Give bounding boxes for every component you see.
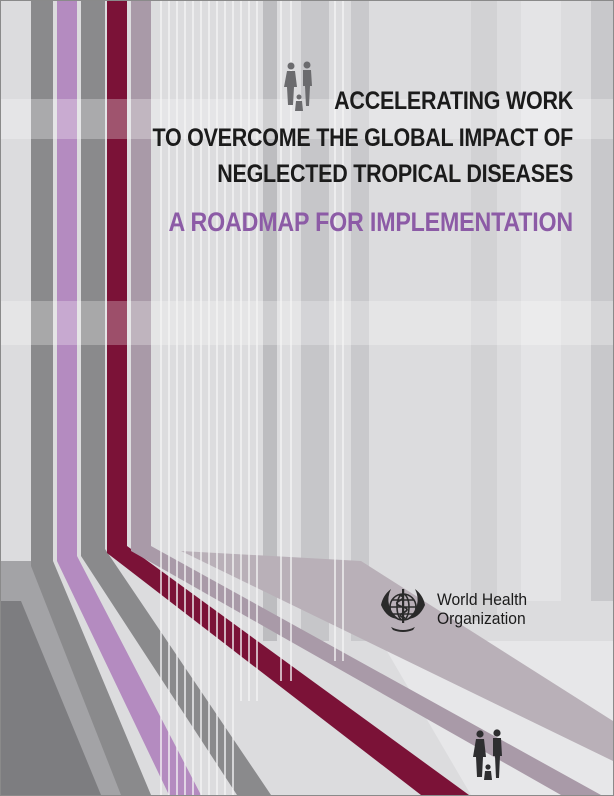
- cover-title-block: ACCELERATING WORK TO OVERCOME THE GLOBAL…: [84, 83, 573, 238]
- who-emblem-icon: [381, 589, 425, 632]
- cover-subtitle: A ROADMAP FOR IMPLEMENTATION: [168, 206, 573, 237]
- who-name-line-2: Organization: [437, 609, 526, 628]
- who-name-line-1: World Health: [437, 590, 528, 609]
- who-logo: World Health Organization: [377, 585, 535, 633]
- title-line-3: NEGLECTED TROPICAL DISEASES: [217, 160, 574, 188]
- title-line-1: ACCELERATING WORK: [334, 87, 573, 115]
- who-wordmark: World Health Organization: [437, 590, 535, 628]
- people-silhouettes-icon: [473, 729, 502, 780]
- title-line-2: TO OVERCOME THE GLOBAL IMPACT OF: [152, 123, 573, 152]
- family-figures-icon: [284, 61, 312, 111]
